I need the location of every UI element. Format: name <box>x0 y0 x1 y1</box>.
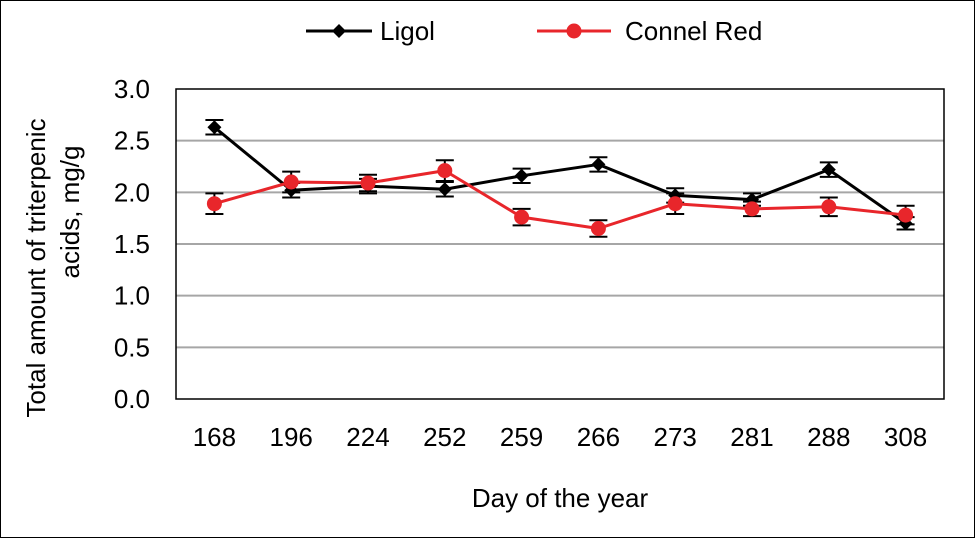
x-tick-label: 288 <box>807 422 850 452</box>
y-tick-label: 2.5 <box>114 126 150 156</box>
data-point <box>514 168 529 183</box>
x-tick-label: 196 <box>270 422 313 452</box>
y-tick-label: 1.0 <box>114 281 150 311</box>
data-point <box>821 162 836 177</box>
x-tick-label: 259 <box>500 422 543 452</box>
y-tick-label: 0.0 <box>114 384 150 414</box>
data-point <box>667 196 683 212</box>
series-ligol <box>205 119 915 231</box>
data-point <box>821 199 837 215</box>
x-tick-label: 308 <box>884 422 927 452</box>
x-tick-label: 224 <box>346 422 389 452</box>
y-axis-label-line1: Total amount of triterpenic <box>21 118 51 417</box>
legend-item: Connel Red <box>537 16 762 46</box>
x-tick-label: 273 <box>654 422 697 452</box>
data-point <box>591 157 606 172</box>
x-tick-label: 266 <box>577 422 620 452</box>
legend-marker <box>332 24 346 38</box>
data-point <box>590 221 606 236</box>
series-layer <box>205 119 915 238</box>
data-point <box>437 182 452 197</box>
x-tick-label: 252 <box>423 422 466 452</box>
gridlines <box>176 139 944 349</box>
y-tick-label: 3.0 <box>114 74 150 104</box>
data-point <box>514 209 530 225</box>
series-line <box>213 126 907 225</box>
legend-label: Connel Red <box>625 16 762 46</box>
data-point <box>206 196 222 212</box>
y-tick-label: 2.0 <box>114 177 150 207</box>
series-line <box>213 169 906 230</box>
data-point <box>283 174 299 190</box>
y-axis-label-line2: acids, mg/g <box>55 146 85 279</box>
plot-area-border <box>175 88 945 400</box>
data-point <box>744 201 760 217</box>
y-axis-ticks: 0.0 0.5 1.0 1.5 2.0 2.5 3.0 <box>114 74 150 414</box>
legend: Ligol Connel Red <box>306 16 762 46</box>
x-tick-label: 168 <box>193 422 236 452</box>
y-tick-label: 0.5 <box>114 332 150 362</box>
legend-marker <box>566 23 582 39</box>
y-axis-label: Total amount of triterpenic acids, mg/g <box>21 118 85 417</box>
data-point <box>207 120 222 135</box>
data-point <box>360 175 376 191</box>
data-point <box>898 207 914 223</box>
x-axis-label: Day of the year <box>472 483 649 513</box>
legend-item: Ligol <box>306 16 435 46</box>
x-axis-ticks: 168 196 224 252 259 266 273 281 288 308 <box>193 422 928 452</box>
data-point <box>437 163 453 179</box>
y-tick-label: 1.5 <box>114 229 150 259</box>
legend-label: Ligol <box>380 16 435 46</box>
x-tick-label: 281 <box>730 422 773 452</box>
series-connel-red <box>205 159 915 238</box>
